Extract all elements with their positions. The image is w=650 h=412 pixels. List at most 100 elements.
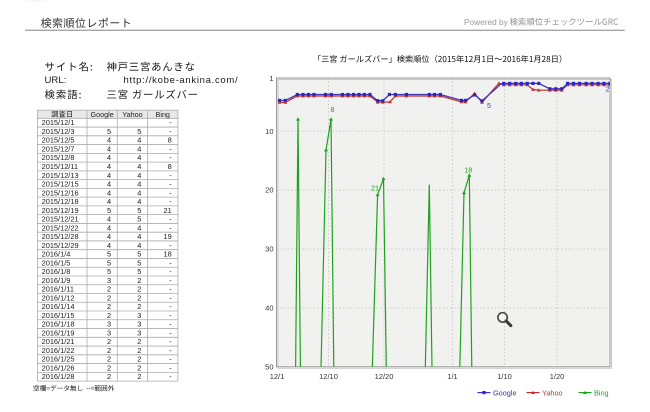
svg-text:4: 4 (137, 180, 141, 189)
svg-text:Powered by: Powered by (464, 17, 509, 27)
svg-text:4: 4 (137, 188, 141, 197)
svg-text:2: 2 (107, 285, 111, 294)
svg-text:2016/1/12: 2016/1/12 (42, 293, 75, 302)
svg-text:-: - (169, 258, 172, 267)
svg-text:21: 21 (163, 206, 171, 215)
svg-text:2016/1/18: 2016/1/18 (42, 320, 75, 329)
svg-text:-: - (169, 153, 172, 162)
svg-text:2016/1/11: 2016/1/11 (42, 285, 74, 294)
svg-text:1: 1 (269, 74, 273, 83)
svg-text:5: 5 (137, 127, 141, 136)
svg-text:2015/12/21: 2015/12/21 (42, 215, 79, 224)
svg-text:3: 3 (107, 320, 111, 329)
svg-text:4: 4 (107, 144, 111, 153)
svg-text:4: 4 (137, 171, 141, 180)
svg-text:4: 4 (107, 215, 111, 224)
svg-text:5: 5 (137, 215, 141, 224)
svg-text:4: 4 (107, 223, 111, 232)
svg-text:2: 2 (606, 85, 610, 94)
svg-text:2015/12/8: 2015/12/8 (42, 153, 75, 162)
svg-text:12/10: 12/10 (319, 372, 338, 381)
svg-text:-: - (169, 355, 172, 364)
svg-text:-: - (169, 223, 172, 232)
svg-text:2: 2 (107, 293, 111, 302)
svg-text:-: - (169, 372, 172, 381)
svg-text:4: 4 (137, 136, 141, 145)
svg-text:http://kobe-ankina.com/: http://kobe-ankina.com/ (124, 75, 239, 86)
svg-text:4: 4 (107, 180, 111, 189)
svg-text:4: 4 (107, 162, 111, 171)
svg-text:4: 4 (107, 153, 111, 162)
svg-text:2016/1/15: 2016/1/15 (42, 311, 75, 320)
svg-text:Bing: Bing (156, 110, 170, 119)
svg-text:4: 4 (137, 153, 141, 162)
svg-text:-: - (169, 328, 172, 337)
svg-text:4: 4 (137, 197, 141, 206)
svg-text:-: - (169, 215, 172, 224)
svg-text:-: - (169, 320, 172, 329)
svg-text:4: 4 (137, 223, 141, 232)
svg-text:40: 40 (265, 303, 273, 312)
svg-text:2015/12/18: 2015/12/18 (42, 197, 79, 206)
svg-text:5: 5 (137, 250, 141, 259)
svg-text:URL:: URL: (45, 75, 67, 86)
svg-text:12/20: 12/20 (375, 372, 394, 381)
svg-text:-: - (169, 171, 172, 180)
svg-text:2: 2 (137, 276, 141, 285)
svg-text:2: 2 (137, 293, 141, 302)
svg-text:4: 4 (107, 241, 111, 250)
svg-text:2: 2 (137, 372, 141, 381)
svg-text:-: - (169, 337, 172, 346)
svg-text:2: 2 (137, 346, 141, 355)
svg-text:2: 2 (137, 355, 141, 364)
svg-text:-: - (169, 118, 172, 127)
svg-text:2015/12/7: 2015/12/7 (42, 144, 75, 153)
svg-text:2016/1/19: 2016/1/19 (42, 328, 75, 337)
svg-text:8: 8 (168, 162, 172, 171)
svg-text:4: 4 (107, 188, 111, 197)
svg-text:2016/1/25: 2016/1/25 (42, 355, 75, 364)
svg-text:21: 21 (371, 184, 379, 193)
svg-text:18: 18 (163, 250, 171, 259)
svg-text:2016/1/21: 2016/1/21 (42, 337, 75, 346)
svg-text:5: 5 (137, 267, 141, 276)
svg-text:2015/12/15: 2015/12/15 (42, 180, 79, 189)
svg-text:4: 4 (137, 241, 141, 250)
svg-text:8: 8 (331, 105, 335, 114)
svg-text:2: 2 (107, 372, 111, 381)
svg-text:2016/1/8: 2016/1/8 (42, 267, 71, 276)
svg-text:5: 5 (487, 101, 491, 110)
svg-text:2016/1/26: 2016/1/26 (42, 363, 75, 372)
svg-text:-: - (169, 127, 172, 136)
svg-text:30: 30 (265, 245, 273, 254)
svg-text:10: 10 (265, 127, 273, 136)
svg-text:Google: Google (91, 110, 114, 119)
svg-text:2016/1/5: 2016/1/5 (42, 258, 71, 267)
svg-text:3: 3 (137, 320, 141, 329)
svg-text:2: 2 (137, 363, 141, 372)
svg-text:Google: Google (493, 388, 517, 397)
svg-text:-: - (169, 363, 172, 372)
svg-text:-: - (169, 180, 172, 189)
svg-text:2015/12/11: 2015/12/11 (42, 162, 78, 171)
svg-text:5: 5 (107, 258, 111, 267)
svg-text:19: 19 (163, 232, 171, 241)
svg-text:18: 18 (464, 166, 472, 175)
svg-text:-: - (169, 293, 172, 302)
svg-text:5: 5 (137, 258, 141, 267)
svg-text:2015/12/22: 2015/12/22 (42, 223, 79, 232)
svg-text:4: 4 (137, 144, 141, 153)
svg-text:5: 5 (107, 267, 111, 276)
svg-text:50: 50 (265, 362, 273, 371)
svg-text:-: - (169, 197, 172, 206)
svg-text:2015/12/16: 2015/12/16 (42, 188, 79, 197)
svg-text:4: 4 (107, 232, 111, 241)
svg-text:2: 2 (137, 285, 141, 294)
svg-text:1/1: 1/1 (447, 372, 457, 381)
svg-text:2: 2 (107, 311, 111, 320)
svg-text:2: 2 (107, 346, 111, 355)
svg-text:4: 4 (137, 162, 141, 171)
svg-text:2015/12/5: 2015/12/5 (42, 136, 75, 145)
svg-text:3: 3 (107, 328, 111, 337)
svg-text:Yahoo: Yahoo (122, 110, 142, 119)
